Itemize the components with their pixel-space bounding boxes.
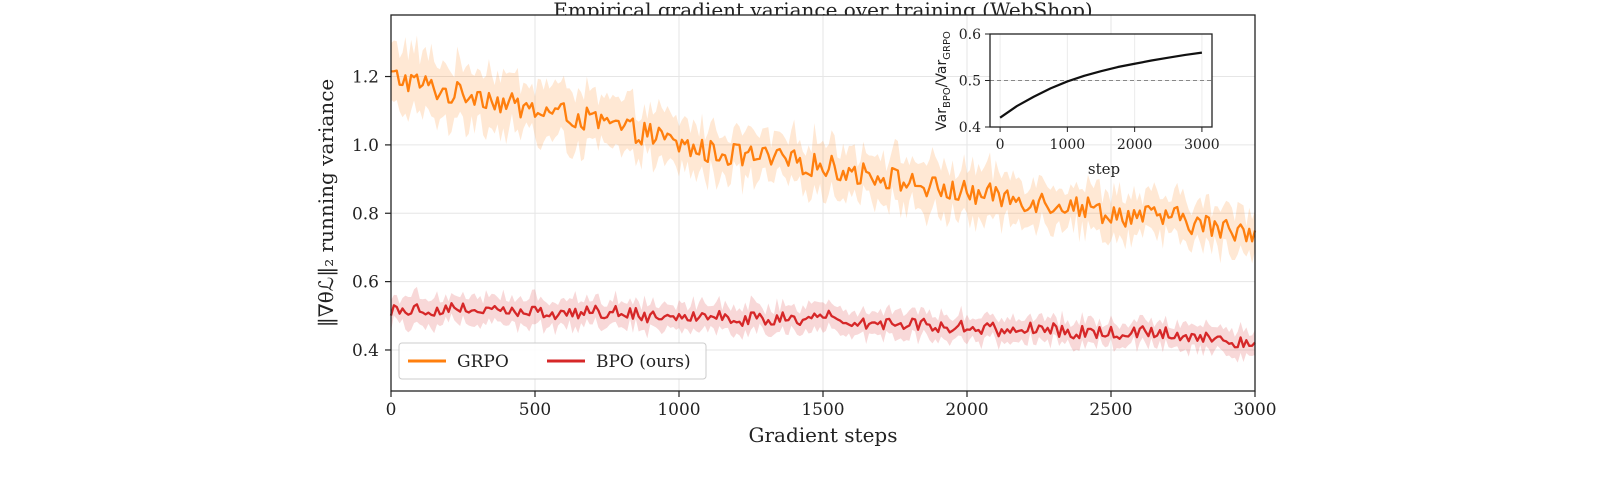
inset-x-tick-label: 0	[996, 137, 1005, 153]
x-tick-label: 1000	[657, 400, 700, 420]
y-tick-label: 0.4	[352, 341, 379, 361]
inset-plot: 0 1000 2000 3000 0.4 0.5 0.6	[959, 27, 1220, 153]
inset-x-axis-label: step	[1088, 160, 1120, 178]
confidence-bands	[391, 35, 1255, 363]
y-tick-label: 1.0	[352, 136, 379, 156]
y-tick-label: 0.8	[352, 204, 379, 224]
x-ticks: 0 500 1000 1500 2000 2500 3000	[386, 391, 1277, 420]
y-axis-label: ‖∇θℒ‖₂ running variance	[314, 79, 339, 327]
inset-series-line	[999, 51, 1203, 119]
legend-label-grpo: GRPO	[457, 352, 509, 372]
y-ticks: 0.4 0.6 0.8 1.0 1.2	[352, 68, 391, 361]
inset-y-ticks: 0.4 0.5 0.6	[959, 27, 990, 136]
series-line-bpo	[389, 302, 1256, 349]
inset-x-ticks: 0 1000 2000 3000	[996, 127, 1220, 153]
x-tick-label: 1500	[801, 400, 844, 420]
inset-series-lines	[999, 51, 1203, 119]
x-tick-label: 2500	[1089, 400, 1132, 420]
series-lines	[389, 69, 1257, 349]
legend: GRPO BPO (ours)	[398, 342, 707, 380]
x-tick-label: 2000	[945, 400, 988, 420]
inset-x-tick-label: 3000	[1184, 137, 1220, 153]
inset-y-tick-label: 0.6	[959, 27, 981, 43]
legend-label-bpo: BPO (ours)	[596, 352, 691, 372]
x-tick-label: 500	[519, 400, 551, 420]
inset-y-axis-label: VarBPO/VarGRPO	[934, 31, 953, 131]
inset-x-tick-label: 2000	[1117, 137, 1153, 153]
x-axis-label: Gradient steps	[749, 423, 898, 447]
y-tick-label: 0.6	[352, 273, 379, 293]
inset-x-tick-label: 1000	[1050, 137, 1086, 153]
band-bpo	[391, 286, 1255, 363]
inset-y-tick-label: 0.4	[959, 120, 981, 136]
series-line-grpo	[390, 69, 1257, 243]
x-tick-label: 0	[386, 400, 397, 420]
band-grpo	[391, 35, 1255, 264]
y-tick-label: 1.2	[352, 68, 379, 88]
x-tick-label: 3000	[1233, 400, 1276, 420]
inset-y-tick-label: 0.5	[959, 74, 981, 90]
